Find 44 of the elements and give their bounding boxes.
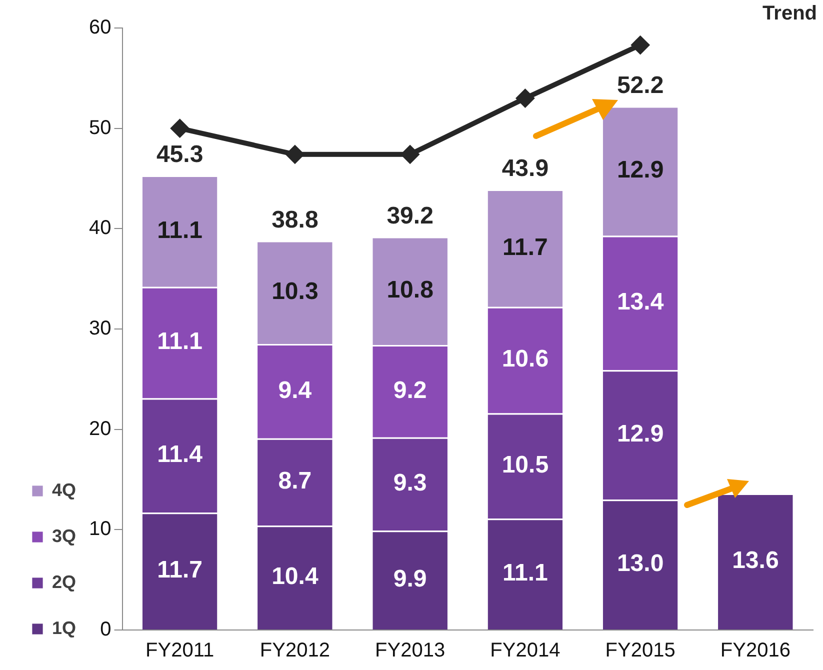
data-label: 10.5: [502, 452, 549, 479]
data-label: 11.7: [502, 234, 548, 261]
legend-label: 2Q: [52, 572, 76, 592]
data-label: 10.3: [272, 278, 318, 306]
legend-label: 1Q: [52, 618, 76, 638]
data-label: 11.4: [157, 441, 204, 468]
y-tick-label: 50: [89, 116, 112, 139]
total-label: 38.8: [272, 206, 318, 234]
data-label: 13.6: [732, 547, 779, 574]
legend-label: 4Q: [52, 480, 76, 500]
data-label: 9.9: [393, 566, 427, 593]
x-tick-label: FY2013: [375, 640, 446, 662]
x-tick-label: FY2011: [146, 640, 214, 662]
data-label: 11.1: [157, 216, 203, 244]
y-tick-label: 40: [89, 217, 112, 240]
y-tick-label: 0: [100, 618, 112, 641]
data-label: 13.4: [616, 288, 664, 316]
data-label: 12.9: [616, 420, 664, 448]
y-tick-label: 30: [89, 318, 112, 340]
total-label: 52.2: [616, 72, 664, 99]
y-tick-label: 10: [89, 518, 112, 540]
x-tick-label: FY2012: [260, 640, 330, 662]
data-label: 10.8: [386, 276, 434, 304]
data-label: 9.3: [393, 470, 427, 497]
total-label: 43.9: [502, 155, 549, 182]
data-label: 12.9: [616, 156, 664, 184]
data-label: 13.0: [616, 550, 664, 578]
total-label: 45.3: [156, 141, 204, 168]
y-tick-label: 60: [89, 16, 112, 39]
data-label: 8.7: [278, 468, 312, 495]
data-label: 11.1: [157, 328, 203, 356]
data-label: 10.6: [502, 346, 549, 373]
data-label: 11.1: [502, 560, 548, 587]
x-tick-label: FY2016: [720, 640, 790, 662]
legend-label: 3Q: [52, 526, 76, 546]
data-label: 10.4: [272, 563, 319, 590]
x-tick-label: FY2014: [490, 640, 560, 662]
y-tick-label: 20: [89, 418, 112, 440]
total-label: 39.2: [386, 202, 434, 230]
data-label: 9.4: [278, 376, 312, 404]
x-tick-label: FY2015: [605, 640, 676, 662]
data-label: 9.2: [393, 376, 427, 404]
text: Trend: [762, 2, 817, 25]
data-label: 11.7: [157, 556, 203, 584]
